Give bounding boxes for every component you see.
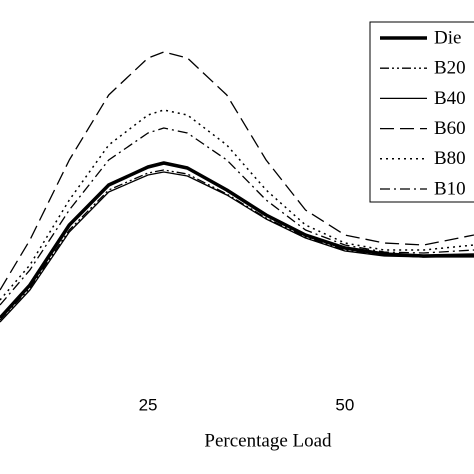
legend-label: B80 xyxy=(434,148,466,169)
series-line xyxy=(0,161,474,320)
legend-box xyxy=(369,21,474,203)
series-line xyxy=(0,51,474,291)
series-line xyxy=(0,169,474,321)
x-axis-label: Percentage Load xyxy=(204,430,332,451)
x-tick-label: 50 xyxy=(335,395,354,414)
legend-label: B40 xyxy=(434,88,466,109)
legend-label: Die xyxy=(434,27,461,48)
legend-label: B10 xyxy=(434,178,466,199)
series-line xyxy=(0,171,474,323)
series-line xyxy=(0,109,474,301)
series-line xyxy=(0,127,474,306)
x-tick-label: 25 xyxy=(139,395,158,414)
legend-label: B60 xyxy=(434,118,466,139)
legend: Die B20 B40 B60 B80 B10 xyxy=(369,21,474,203)
legend-label: B20 xyxy=(434,58,466,79)
